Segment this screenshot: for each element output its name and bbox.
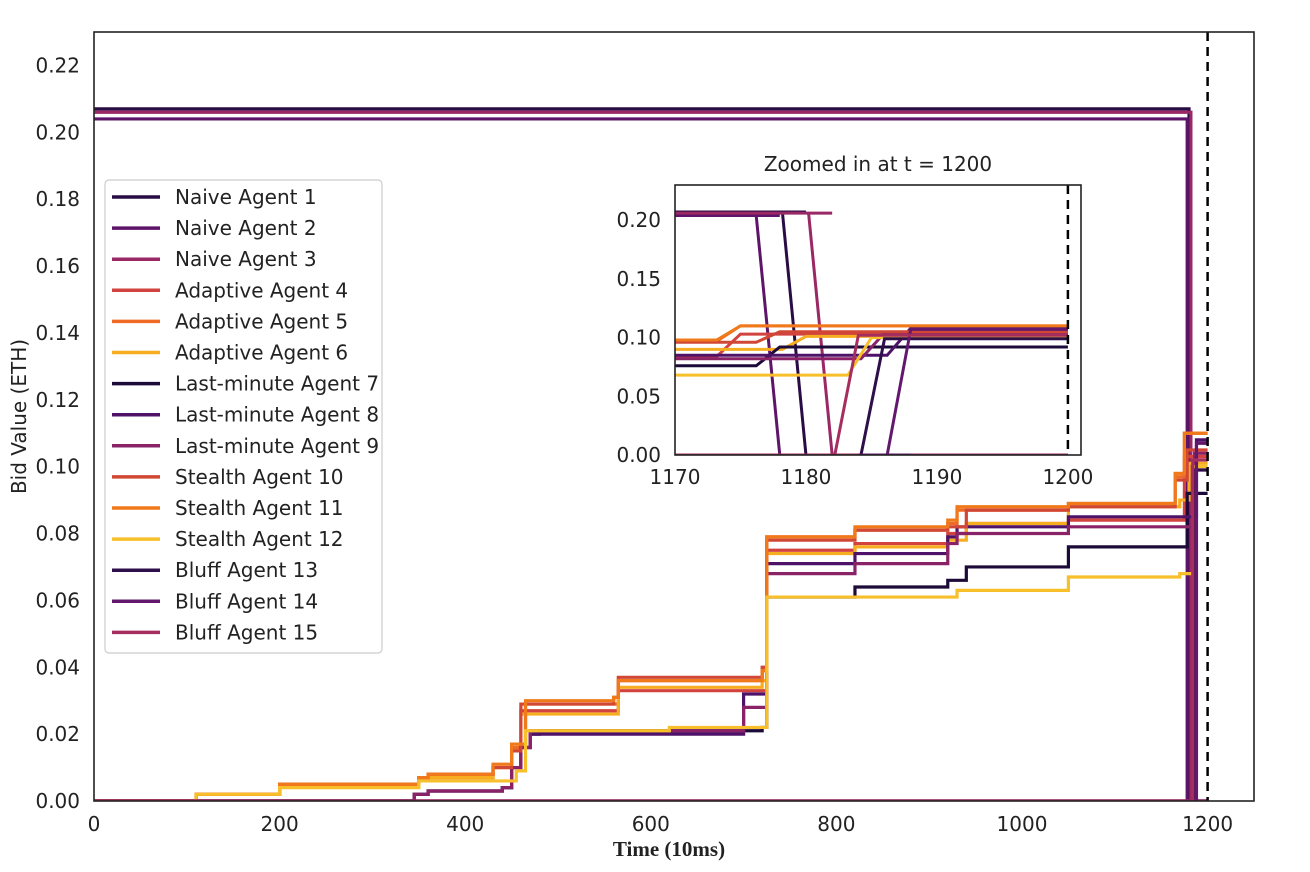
- inset-series-line-14: [675, 327, 1068, 455]
- series-line-15: [94, 458, 1208, 801]
- legend-label: Last-minute Agent 8: [175, 403, 379, 427]
- y-tick-label: 0.22: [35, 53, 80, 77]
- x-tick-label: 200: [261, 812, 299, 836]
- inset-frame: [674, 184, 1082, 456]
- y-tick-label: 0.16: [35, 254, 80, 278]
- y-tick-label: 0.18: [35, 187, 80, 211]
- legend-label: Stealth Agent 10: [175, 465, 344, 489]
- y-tick-label: 0.20: [35, 120, 80, 144]
- legend-label: Last-minute Agent 9: [175, 434, 379, 458]
- legend-label: Adaptive Agent 5: [175, 309, 348, 333]
- inset-series-lines: [675, 210, 1068, 455]
- legend-box: [104, 179, 383, 654]
- legend-label: Bluff Agent 15: [175, 620, 318, 644]
- series-line-11: [94, 431, 1208, 801]
- legend: Naive Agent 1 Naive Agent 2 Naive Agent 3 A…: [104, 179, 383, 654]
- x-tick-label: 800: [817, 812, 855, 836]
- series-line-12: [94, 465, 1208, 801]
- inset-series-line-2: [675, 214, 1068, 455]
- legend-label: Naive Agent 3: [175, 247, 317, 271]
- y-axis-label: Bid Value (ETH): [7, 339, 31, 494]
- y-tick-label: 0.00: [35, 789, 80, 813]
- inset-y-tick-label: 0.05: [616, 384, 661, 408]
- x-tick-label: 1000: [997, 812, 1048, 836]
- y-tick-label: 0.12: [35, 388, 80, 412]
- inset-series-line-3: [675, 211, 1068, 455]
- series-line-13: [94, 468, 1208, 801]
- inset-plot: 1170 1180 1190 1200 0.00 0.05 0.10 0.15 0.20 Zoom…: [616, 152, 1093, 489]
- legend-label: Naive Agent 1: [175, 185, 317, 209]
- x-axis-label: Time (10ms): [613, 837, 725, 861]
- series-lines: [94, 107, 1208, 801]
- legend-label: Adaptive Agent 4: [175, 278, 348, 302]
- series-line-9: [94, 451, 1208, 801]
- legend-label: Last-minute Agent 7: [175, 372, 379, 396]
- y-tick-label: 0.10: [35, 455, 80, 479]
- y-tick-label: 0.14: [35, 321, 80, 345]
- series-line-14: [94, 441, 1208, 801]
- inset-y-tick-label: 0.20: [616, 208, 661, 232]
- legend-label: Stealth Agent 11: [175, 496, 344, 520]
- legend-label: Bluff Agent 13: [175, 558, 318, 582]
- x-tick-label: 600: [632, 812, 670, 836]
- inset-title: Zoomed in at t = 1200: [764, 152, 992, 176]
- inset-x-tick-label: 1170: [650, 465, 701, 489]
- y-tick-label: 0.04: [35, 655, 80, 679]
- x-tick-label: 0: [88, 812, 101, 836]
- inset-y-tick-label: 0.10: [616, 326, 661, 350]
- inset-y-tick-label: 0.15: [616, 267, 661, 291]
- inset-series-line-13: [675, 337, 1068, 455]
- inset-y-tick-label: 0.00: [616, 443, 661, 467]
- inset-x-tick-label: 1190: [911, 465, 962, 489]
- inset-x-tick-label: 1180: [781, 465, 832, 489]
- plot-frame: [93, 31, 1255, 802]
- inset-background: [675, 185, 1081, 455]
- y-tick-label: 0.08: [35, 522, 80, 546]
- inset-x-tick-label: 1200: [1042, 465, 1093, 489]
- x-tick-label: 1200: [1182, 812, 1233, 836]
- legend-label: Bluff Agent 14: [175, 589, 318, 613]
- legend-label: Naive Agent 2: [175, 216, 317, 240]
- inset-series-line-15: [675, 333, 1068, 455]
- x-tick-label: 400: [446, 812, 484, 836]
- main-plot: 0 200 400 600 800 1000 1200 0.00 0.02 0.04 0.06 0.0…: [7, 31, 1255, 861]
- y-tick-label: 0.06: [35, 588, 80, 612]
- series-line-1: [94, 107, 1208, 801]
- y-tick-label: 0.02: [35, 722, 80, 746]
- legend-label: Stealth Agent 12: [175, 527, 344, 551]
- legend-label: Adaptive Agent 6: [175, 341, 348, 365]
